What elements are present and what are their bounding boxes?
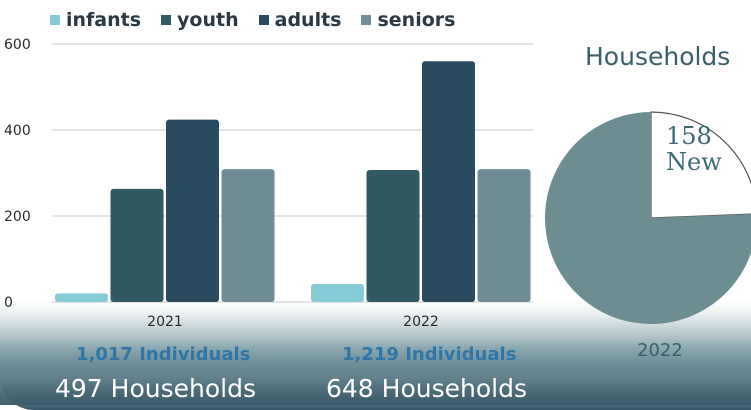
x-tick-label-2022: 2022 [403,314,439,330]
legend-label-infants: infants [66,9,142,31]
households-2021: 497 Households [55,374,256,403]
legend-swatch-youth [161,15,172,25]
legend-swatch-infants [50,15,60,25]
bar-adults-2021 [166,119,219,303]
legend-swatch-adults [258,15,269,25]
y-tick-label-600: 600 [4,37,31,53]
pie-slice-label-new: 158 New [666,123,722,175]
pie-slice-label-line-1: New [666,148,722,176]
bar-seniors-2021 [221,169,275,302]
y-tick-label-0: 0 [4,295,13,311]
legend-swatch-seniors [361,15,372,25]
pie-slice-label-line-0: 158 [666,122,712,150]
households-2022: 648 Households [326,374,527,403]
pie-title: Households [585,42,731,71]
legend-item-infants: infants [50,9,141,31]
legend-item-youth: youth [161,9,239,31]
legend-label-adults: adults [274,9,342,31]
pie-slice-new [650,111,751,219]
individuals-2022: 1,219 Individuals [342,344,517,365]
legend-label-youth: youth [177,9,239,31]
bar-youth-2021 [110,188,164,302]
y-tick-label-400: 400 [4,123,31,139]
bar-adults-2022 [422,61,475,303]
legend: infants youth adults seniors [50,9,455,31]
legend-item-adults: adults [258,9,342,31]
pie-category-label: 2022 [637,340,683,361]
individuals-2021: 1,017 Individuals [76,344,251,365]
legend-item-seniors: seniors [361,9,455,31]
bar-youth-2022 [366,169,420,302]
legend-label-seniors: seniors [377,9,456,31]
pie-slice-remaining [545,112,751,324]
y-tick-label-200: 200 [4,209,31,225]
x-tick-label-2021: 2021 [147,314,183,330]
bar-seniors-2022 [477,169,531,302]
bar-infants-2022 [311,283,364,302]
bar-infants-2021 [55,293,108,302]
footer-curve [0,340,751,410]
